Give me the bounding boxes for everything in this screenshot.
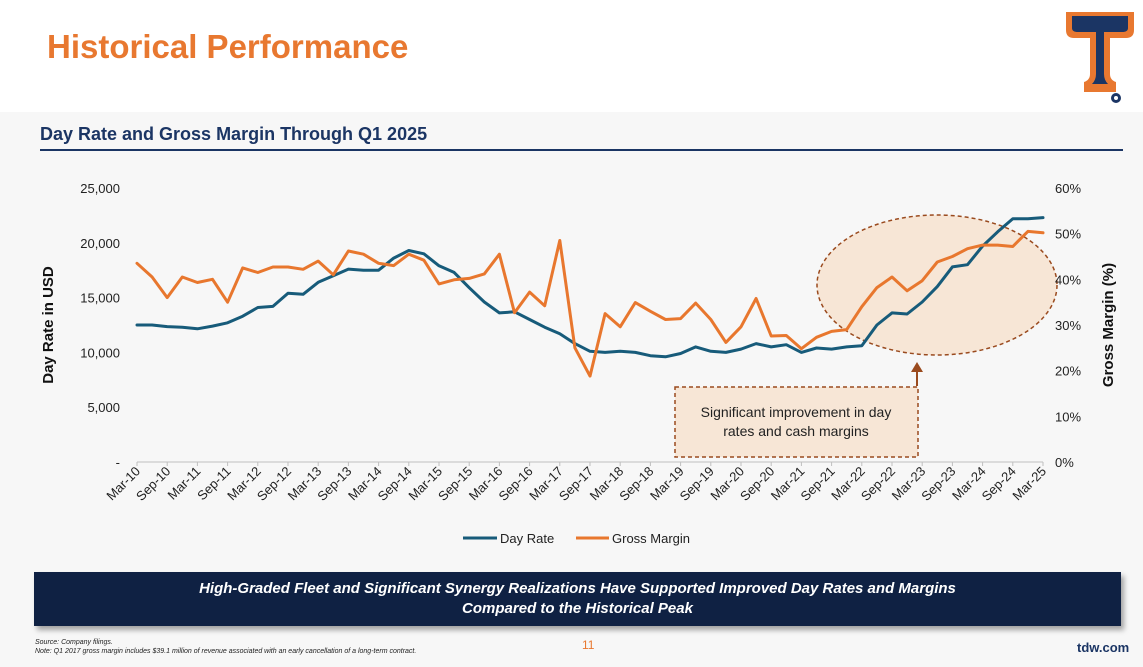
x-tick-label: Sep-23 [918, 464, 958, 504]
right-tick-label: 50% [1055, 227, 1081, 242]
page-title: Historical Performance [47, 28, 409, 65]
right-axis-title: Gross Margin (%) [1100, 263, 1117, 387]
x-tick-label: Sep-19 [677, 464, 717, 504]
page-number: 11 [582, 638, 595, 652]
gross-margin-series-line [135, 229, 1045, 378]
legend-label-gross-margin: Gross Margin [612, 531, 690, 546]
day-rate-series-line [135, 216, 1045, 359]
left-tick-label: - [116, 455, 120, 470]
x-tick-label: Sep-24 [979, 464, 1019, 504]
x-tick-label: Sep-16 [495, 464, 535, 504]
banner-line-1: High-Graded Fleet and Significant Synerg… [199, 580, 956, 597]
right-tick-label: 0% [1055, 455, 1074, 470]
x-tick-label: Sep-21 [797, 464, 837, 504]
left-tick-label: 5,000 [87, 400, 120, 415]
footnote-note: Note: Q1 2017 gross margin includes $39.… [35, 648, 417, 655]
banner-line-2: Compared to the Historical Peak [462, 600, 693, 617]
x-tick-label: Sep-22 [858, 464, 898, 504]
left-tick-label: 10,000 [80, 345, 120, 360]
right-tick-label: 60% [1055, 181, 1081, 196]
header-band [0, 0, 1143, 112]
annotation-text-line-1: Significant improvement in day [701, 404, 892, 420]
x-tick-label: Sep-15 [435, 464, 475, 504]
x-tick-label: Sep-20 [737, 464, 777, 504]
x-tick-label: Mar-25 [1009, 464, 1049, 504]
right-tick-label: 20% [1055, 364, 1081, 379]
footnote: Source: Company filings. Note: Q1 2017 g… [35, 638, 416, 656]
annotation-arrow-head [911, 362, 923, 372]
footnote-source: Source: Company filings. [35, 639, 113, 646]
annotation-box [674, 386, 919, 458]
title-divider [40, 149, 1123, 151]
annotation-text-line-2: rates and cash margins [723, 423, 869, 439]
right-tick-label: 40% [1055, 272, 1081, 287]
x-tick-label: Sep-18 [616, 464, 656, 504]
right-tick-label: 10% [1055, 409, 1081, 424]
x-tick-label: Sep-17 [556, 464, 596, 504]
website-link[interactable]: tdw.com [1077, 640, 1130, 655]
x-tick-label: Sep-14 [375, 464, 415, 504]
x-tick-label: Sep-13 [314, 464, 354, 504]
x-tick-label: Sep-12 [254, 464, 294, 504]
chart-title: Day Rate and Gross Margin Through Q1 202… [40, 124, 428, 144]
x-tick-label: Sep-10 [133, 464, 173, 504]
day-rate-gross-margin-chart: - 5,000 10,000 15,000 20,000 25,000 0% 10% 20% 30… [40, 181, 1117, 546]
company-logo [1066, 12, 1134, 103]
right-tick-label: 30% [1055, 318, 1081, 333]
legend-label-day-rate: Day Rate [500, 531, 554, 546]
left-tick-label: 15,000 [80, 291, 120, 306]
left-tick-label: 25,000 [80, 181, 120, 196]
left-tick-label: 20,000 [80, 236, 120, 251]
left-axis-title: Day Rate in USD [40, 266, 57, 384]
summary-banner: High-Graded Fleet and Significant Synerg… [34, 572, 1121, 626]
